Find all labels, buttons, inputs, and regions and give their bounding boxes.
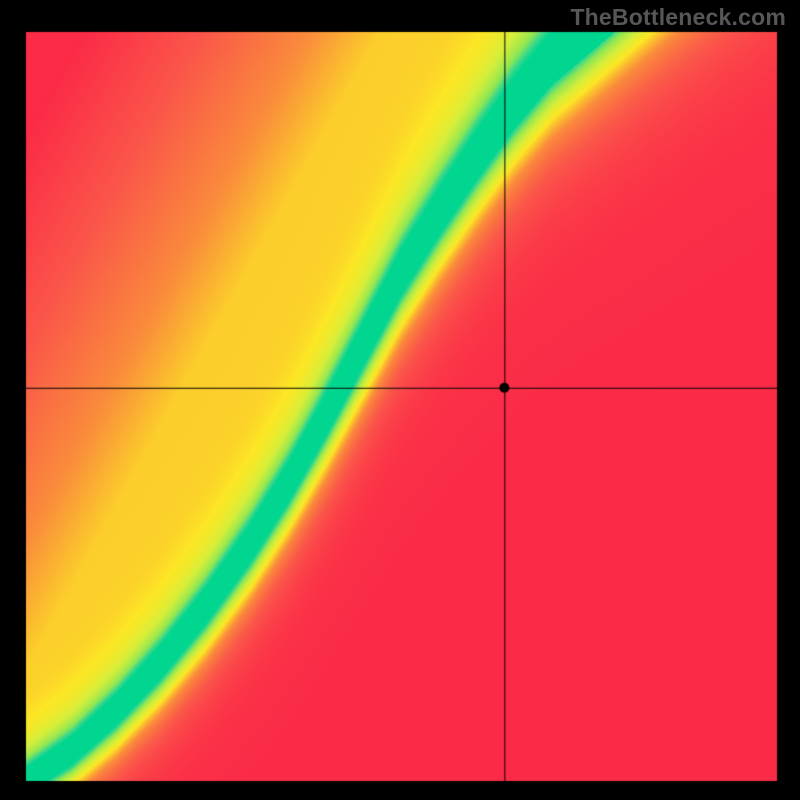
watermark-text: TheBottleneck.com — [570, 4, 786, 31]
chart-container: TheBottleneck.com — [0, 0, 800, 800]
heatmap-canvas — [0, 0, 800, 800]
